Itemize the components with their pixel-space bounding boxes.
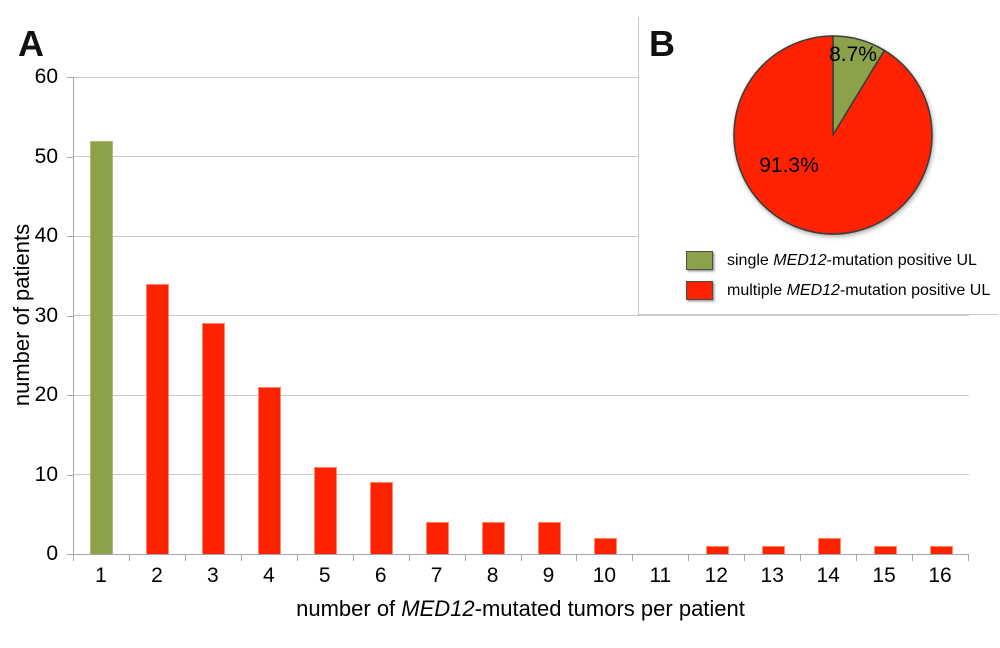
y-tick-label: 60 bbox=[34, 65, 58, 88]
x-tick-label: 16 bbox=[928, 564, 952, 587]
label-text: -mutation positive UL bbox=[826, 252, 977, 269]
label-text: -mutated tumors per patient bbox=[474, 596, 745, 621]
x-tick-label: 4 bbox=[262, 564, 275, 587]
bar-category-15 bbox=[873, 546, 897, 554]
x-axis-title: number of MED12-mutated tumors per patie… bbox=[73, 596, 968, 622]
x-tick bbox=[632, 555, 634, 561]
legend-item: single MED12-mutation positive UL bbox=[686, 251, 991, 270]
x-tick bbox=[128, 555, 130, 561]
x-tick-label: 10 bbox=[592, 564, 617, 587]
label-text: -mutation positive UL bbox=[839, 282, 991, 299]
x-tick bbox=[856, 555, 858, 561]
x-tick-label: 6 bbox=[374, 564, 387, 587]
x-tick bbox=[184, 555, 186, 561]
pie-label-single: 8.7% bbox=[829, 43, 877, 66]
bar-category-8 bbox=[482, 522, 506, 554]
pie-chart bbox=[733, 35, 933, 235]
bar-category-14 bbox=[817, 538, 841, 554]
x-tick bbox=[968, 555, 969, 561]
y-tick bbox=[67, 156, 73, 158]
x-tick bbox=[352, 555, 354, 561]
bar-category-16 bbox=[929, 546, 953, 554]
y-tick bbox=[67, 77, 73, 78]
x-tick bbox=[576, 555, 578, 561]
pie-legend: single MED12-mutation positive UL multipl… bbox=[686, 251, 991, 311]
x-tick-label: 8 bbox=[486, 564, 499, 587]
y-tick-label: 0 bbox=[46, 542, 58, 565]
bar-category-5 bbox=[314, 466, 338, 554]
y-tick bbox=[67, 315, 73, 317]
x-tick-label: 1 bbox=[95, 564, 107, 587]
y-tick-label: 40 bbox=[34, 224, 58, 247]
y-tick-label: 50 bbox=[34, 144, 58, 168]
gene-name-italic: MED12 bbox=[401, 596, 475, 621]
gene-name-italic: MED12 bbox=[786, 282, 840, 299]
legend-label: multiple MED12-mutation positive UL bbox=[727, 281, 990, 300]
bar-category-7 bbox=[426, 522, 450, 554]
x-tick-label: 5 bbox=[318, 564, 331, 587]
legend-item: multiple MED12-mutation positive UL bbox=[686, 281, 991, 300]
bar-category-10 bbox=[593, 538, 617, 554]
x-tick-label: 12 bbox=[704, 564, 728, 587]
y-tick-label: 30 bbox=[34, 303, 58, 327]
x-tick bbox=[73, 555, 74, 561]
legend-swatch bbox=[686, 251, 713, 270]
x-tick-label: 9 bbox=[542, 564, 555, 587]
label-text: single bbox=[727, 252, 774, 269]
x-tick-label: 2 bbox=[151, 564, 163, 587]
x-tick-label: 11 bbox=[649, 564, 672, 587]
y-tick bbox=[67, 554, 73, 555]
x-tick bbox=[240, 555, 242, 561]
x-tick-label: 13 bbox=[760, 564, 784, 587]
bar-category-3 bbox=[202, 323, 226, 554]
bar-category-1 bbox=[90, 140, 114, 554]
label-text: multiple bbox=[727, 282, 787, 299]
x-axis: 1 2 3 4 5 6 7 8 9 10 11 12 13 14 15 16 bbox=[73, 554, 969, 598]
x-tick bbox=[296, 555, 298, 561]
x-tick bbox=[800, 555, 802, 561]
x-tick bbox=[408, 555, 410, 561]
x-tick bbox=[464, 555, 466, 561]
y-axis: 0 10 20 30 40 50 60 bbox=[0, 65, 73, 565]
y-tick bbox=[67, 474, 73, 476]
legend-label: single MED12-mutation positive UL bbox=[727, 251, 977, 270]
x-tick-label: 15 bbox=[872, 564, 896, 587]
pie-label-multiple: 91.3% bbox=[759, 154, 819, 177]
label-text: number of bbox=[296, 596, 402, 621]
x-tick bbox=[520, 555, 522, 561]
gene-name-italic: MED12 bbox=[773, 252, 827, 269]
x-tick-label: 7 bbox=[430, 564, 443, 587]
y-tick bbox=[67, 236, 73, 237]
pie-slice-multiple bbox=[733, 35, 933, 235]
bar-category-2 bbox=[146, 283, 170, 554]
gridline bbox=[74, 474, 969, 475]
x-tick-label: 14 bbox=[816, 564, 840, 587]
x-tick bbox=[912, 555, 914, 561]
x-tick bbox=[688, 555, 690, 561]
bar-category-4 bbox=[258, 387, 282, 554]
gridline bbox=[74, 235, 969, 237]
panel-b-inset: B 8.7% 91.3% single MED12-mutation posit… bbox=[638, 17, 998, 315]
panel-a-label: A bbox=[18, 23, 44, 64]
y-tick bbox=[67, 395, 73, 396]
legend-swatch bbox=[686, 281, 713, 300]
bar-category-9 bbox=[537, 522, 561, 554]
y-tick-label: 20 bbox=[34, 383, 58, 406]
x-tick bbox=[744, 555, 746, 561]
y-tick-label: 10 bbox=[34, 462, 58, 486]
gridline bbox=[74, 315, 969, 316]
gridline bbox=[74, 156, 969, 157]
bar-category-6 bbox=[370, 482, 394, 554]
gridline bbox=[74, 394, 969, 396]
bar-chart-plot-area bbox=[73, 76, 969, 555]
x-tick-label: 3 bbox=[207, 564, 219, 587]
panel-b-label: B bbox=[649, 23, 675, 64]
gridline bbox=[74, 76, 969, 78]
bar-category-13 bbox=[761, 546, 785, 554]
bar-category-12 bbox=[705, 546, 729, 554]
